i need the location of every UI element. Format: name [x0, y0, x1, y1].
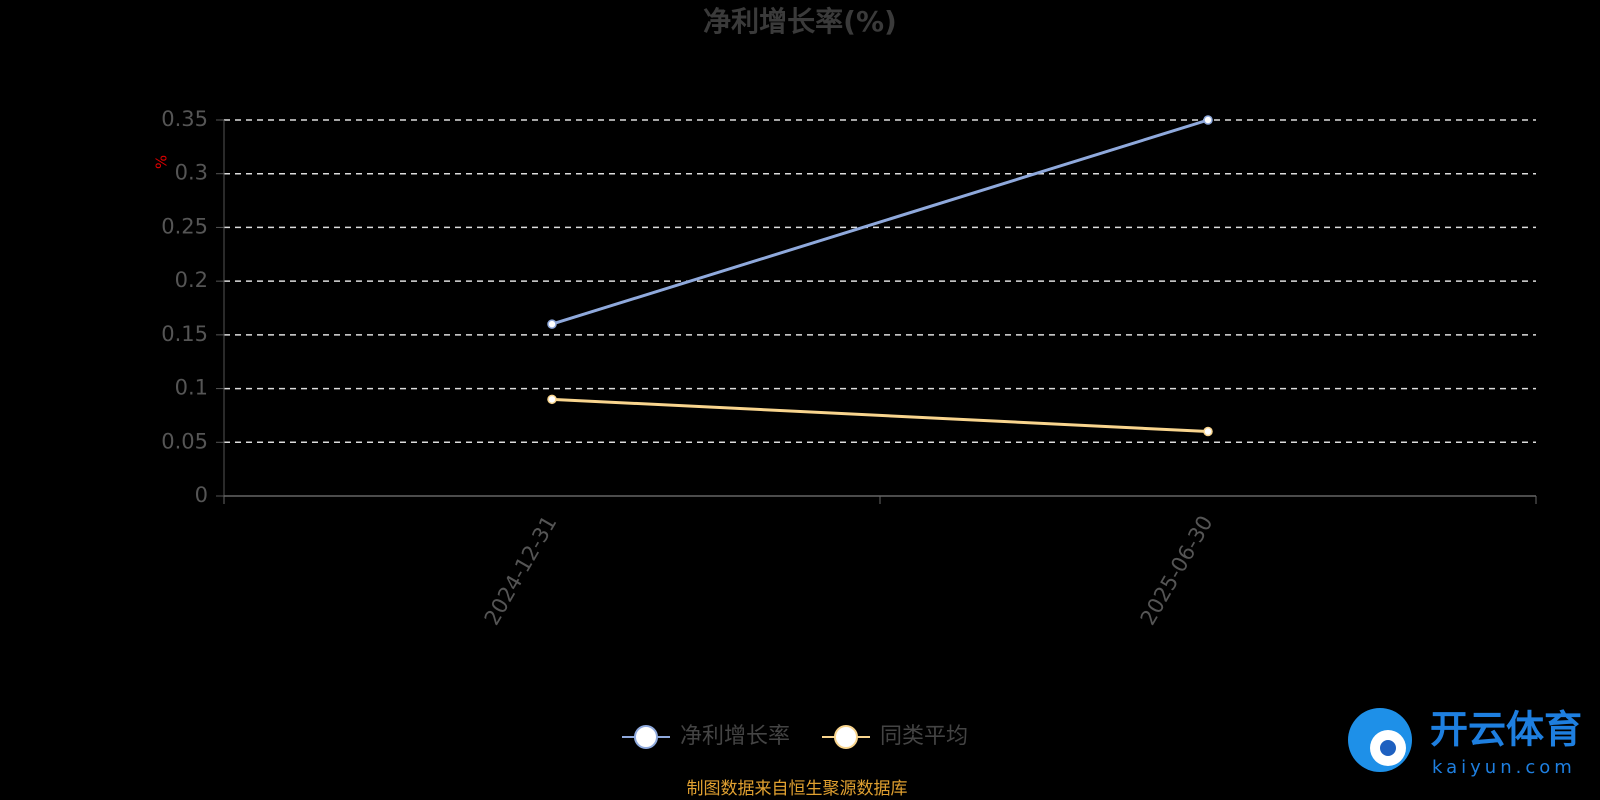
legend-item: 同类平均: [822, 724, 968, 749]
watermark: 开云体育 kaiyun.com: [1348, 708, 1582, 778]
legend-label: 同类平均: [880, 724, 968, 749]
legend: 净利增长率 同类平均: [622, 724, 968, 749]
data-point: [1203, 115, 1213, 125]
series-line: [551, 397, 1209, 434]
y-tick-label: 0.1: [175, 376, 208, 400]
logo-ball-patch: [1380, 740, 1396, 756]
y-tick-label: 0.35: [161, 107, 208, 131]
legend-label: 净利增长率: [680, 724, 790, 749]
source-note: 制图数据来自恒生聚源数据库: [687, 779, 908, 799]
legend-marker: [634, 725, 658, 749]
legend-item: 净利增长率: [622, 724, 790, 749]
y-axis-label: %: [153, 155, 171, 169]
data-point: [547, 394, 557, 405]
y-tick-label: 0.3: [175, 161, 208, 185]
y-tick-label: 0.2: [175, 268, 208, 292]
data-point: [547, 319, 557, 329]
brand-site: kaiyun.com: [1432, 757, 1576, 778]
y-tick-label: 0.25: [161, 214, 208, 238]
y-tick-label: 0.05: [161, 429, 208, 453]
legend-marker: [834, 725, 858, 749]
y-tick-label: 0.15: [161, 322, 208, 346]
chart-title: 净利增长率(%): [703, 5, 897, 38]
brand-name: 开云体育: [1430, 708, 1582, 752]
data-point: [1203, 426, 1213, 437]
series-line: [551, 118, 1209, 326]
y-tick-label: 0: [195, 483, 208, 507]
